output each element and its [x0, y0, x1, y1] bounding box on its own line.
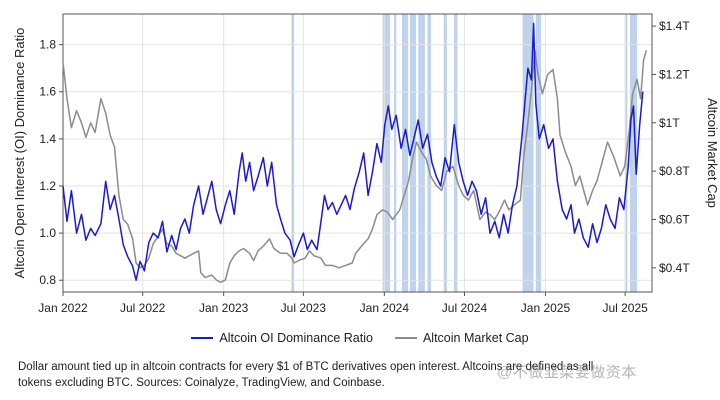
y2-tick-label: $0.6T — [659, 212, 690, 226]
y2-axis-label: Altcoin Market Cap — [705, 98, 720, 208]
shaded-period — [522, 14, 534, 292]
y-tick-label: 1.6 — [39, 85, 56, 99]
y2-tick-label: $1T — [659, 116, 680, 130]
y-tick-label: 1.2 — [39, 179, 56, 193]
series-line-oi-ratio — [62, 22, 644, 281]
caption-line-2: tokens excluding BTC. Sources: Coinalyze… — [18, 377, 385, 389]
x-tick-label: Jan 2024 — [360, 301, 410, 315]
legend-swatch-market-cap — [394, 337, 417, 339]
shaded-period — [382, 14, 391, 292]
y-axis-ticks: 0.8 1.0 1.2 1.4 1.6 1.8 — [39, 38, 63, 287]
y2-tick-label: $1.2T — [659, 67, 690, 81]
legend-item-market-cap: Altcoin Market Cap — [394, 331, 529, 345]
series-line-market-cap — [62, 49, 648, 284]
x-tick-label: Jan 2025 — [521, 301, 571, 315]
y2-tick-label: $1.4T — [659, 19, 690, 33]
y2-axis-ticks: $0.4T $0.6T $0.8T $1T $1.2T $1.4T — [652, 19, 690, 275]
x-tick-label: Jul 2024 — [442, 301, 488, 315]
shaded-period — [443, 14, 447, 292]
y-tick-label: 1.0 — [39, 226, 56, 240]
legend: Altcoin OI Dominance Ratio Altcoin Marke… — [0, 326, 720, 350]
y2-tick-label: $0.8T — [659, 164, 690, 178]
y-axis-label: Altcoin Open Interest (OI) Dominance Rat… — [12, 28, 27, 279]
y2-tick-label: $0.4T — [659, 261, 690, 275]
shaded-period — [535, 14, 542, 292]
legend-item-oi-ratio: Altcoin OI Dominance Ratio — [191, 331, 373, 345]
x-tick-label: Jan 2023 — [199, 301, 249, 315]
y-tick-label: 1.8 — [39, 38, 56, 52]
shaded-period — [409, 14, 417, 292]
shaded-period — [453, 14, 458, 292]
chart: Jan 2022 Jul 2022 Jan 2023 Jul 2023 Jan 2024… — [12, 13, 720, 315]
x-axis-ticks: Jan 2022 Jul 2022 Jan 2023 Jul 2023 Jan 2024… — [38, 292, 648, 315]
legend-swatch-oi-ratio — [191, 337, 214, 339]
plot-frame — [62, 13, 653, 293]
shaded-period — [401, 14, 409, 292]
x-tick-label: Jul 2022 — [120, 301, 166, 315]
caption: Dollar amount tied up in altcoin contrac… — [18, 359, 708, 391]
caption-line-1: Dollar amount tied up in altcoin contrac… — [18, 361, 594, 373]
shaded-period — [394, 14, 397, 292]
legend-label-oi-ratio: Altcoin OI Dominance Ratio — [219, 331, 373, 345]
legend-label-market-cap: Altcoin Market Cap — [422, 331, 529, 345]
shaded-period — [291, 14, 295, 292]
x-tick-label: Jul 2023 — [281, 301, 327, 315]
series — [62, 22, 648, 284]
shaded-period — [427, 14, 432, 292]
y-tick-label: 1.4 — [39, 132, 56, 146]
y-tick-label: 0.8 — [39, 273, 56, 287]
shaded-period — [629, 14, 638, 292]
x-tick-label: Jul 2025 — [602, 301, 648, 315]
x-tick-label: Jan 2022 — [38, 301, 88, 315]
watermark: @不做韭菜要做资本 — [497, 364, 637, 381]
